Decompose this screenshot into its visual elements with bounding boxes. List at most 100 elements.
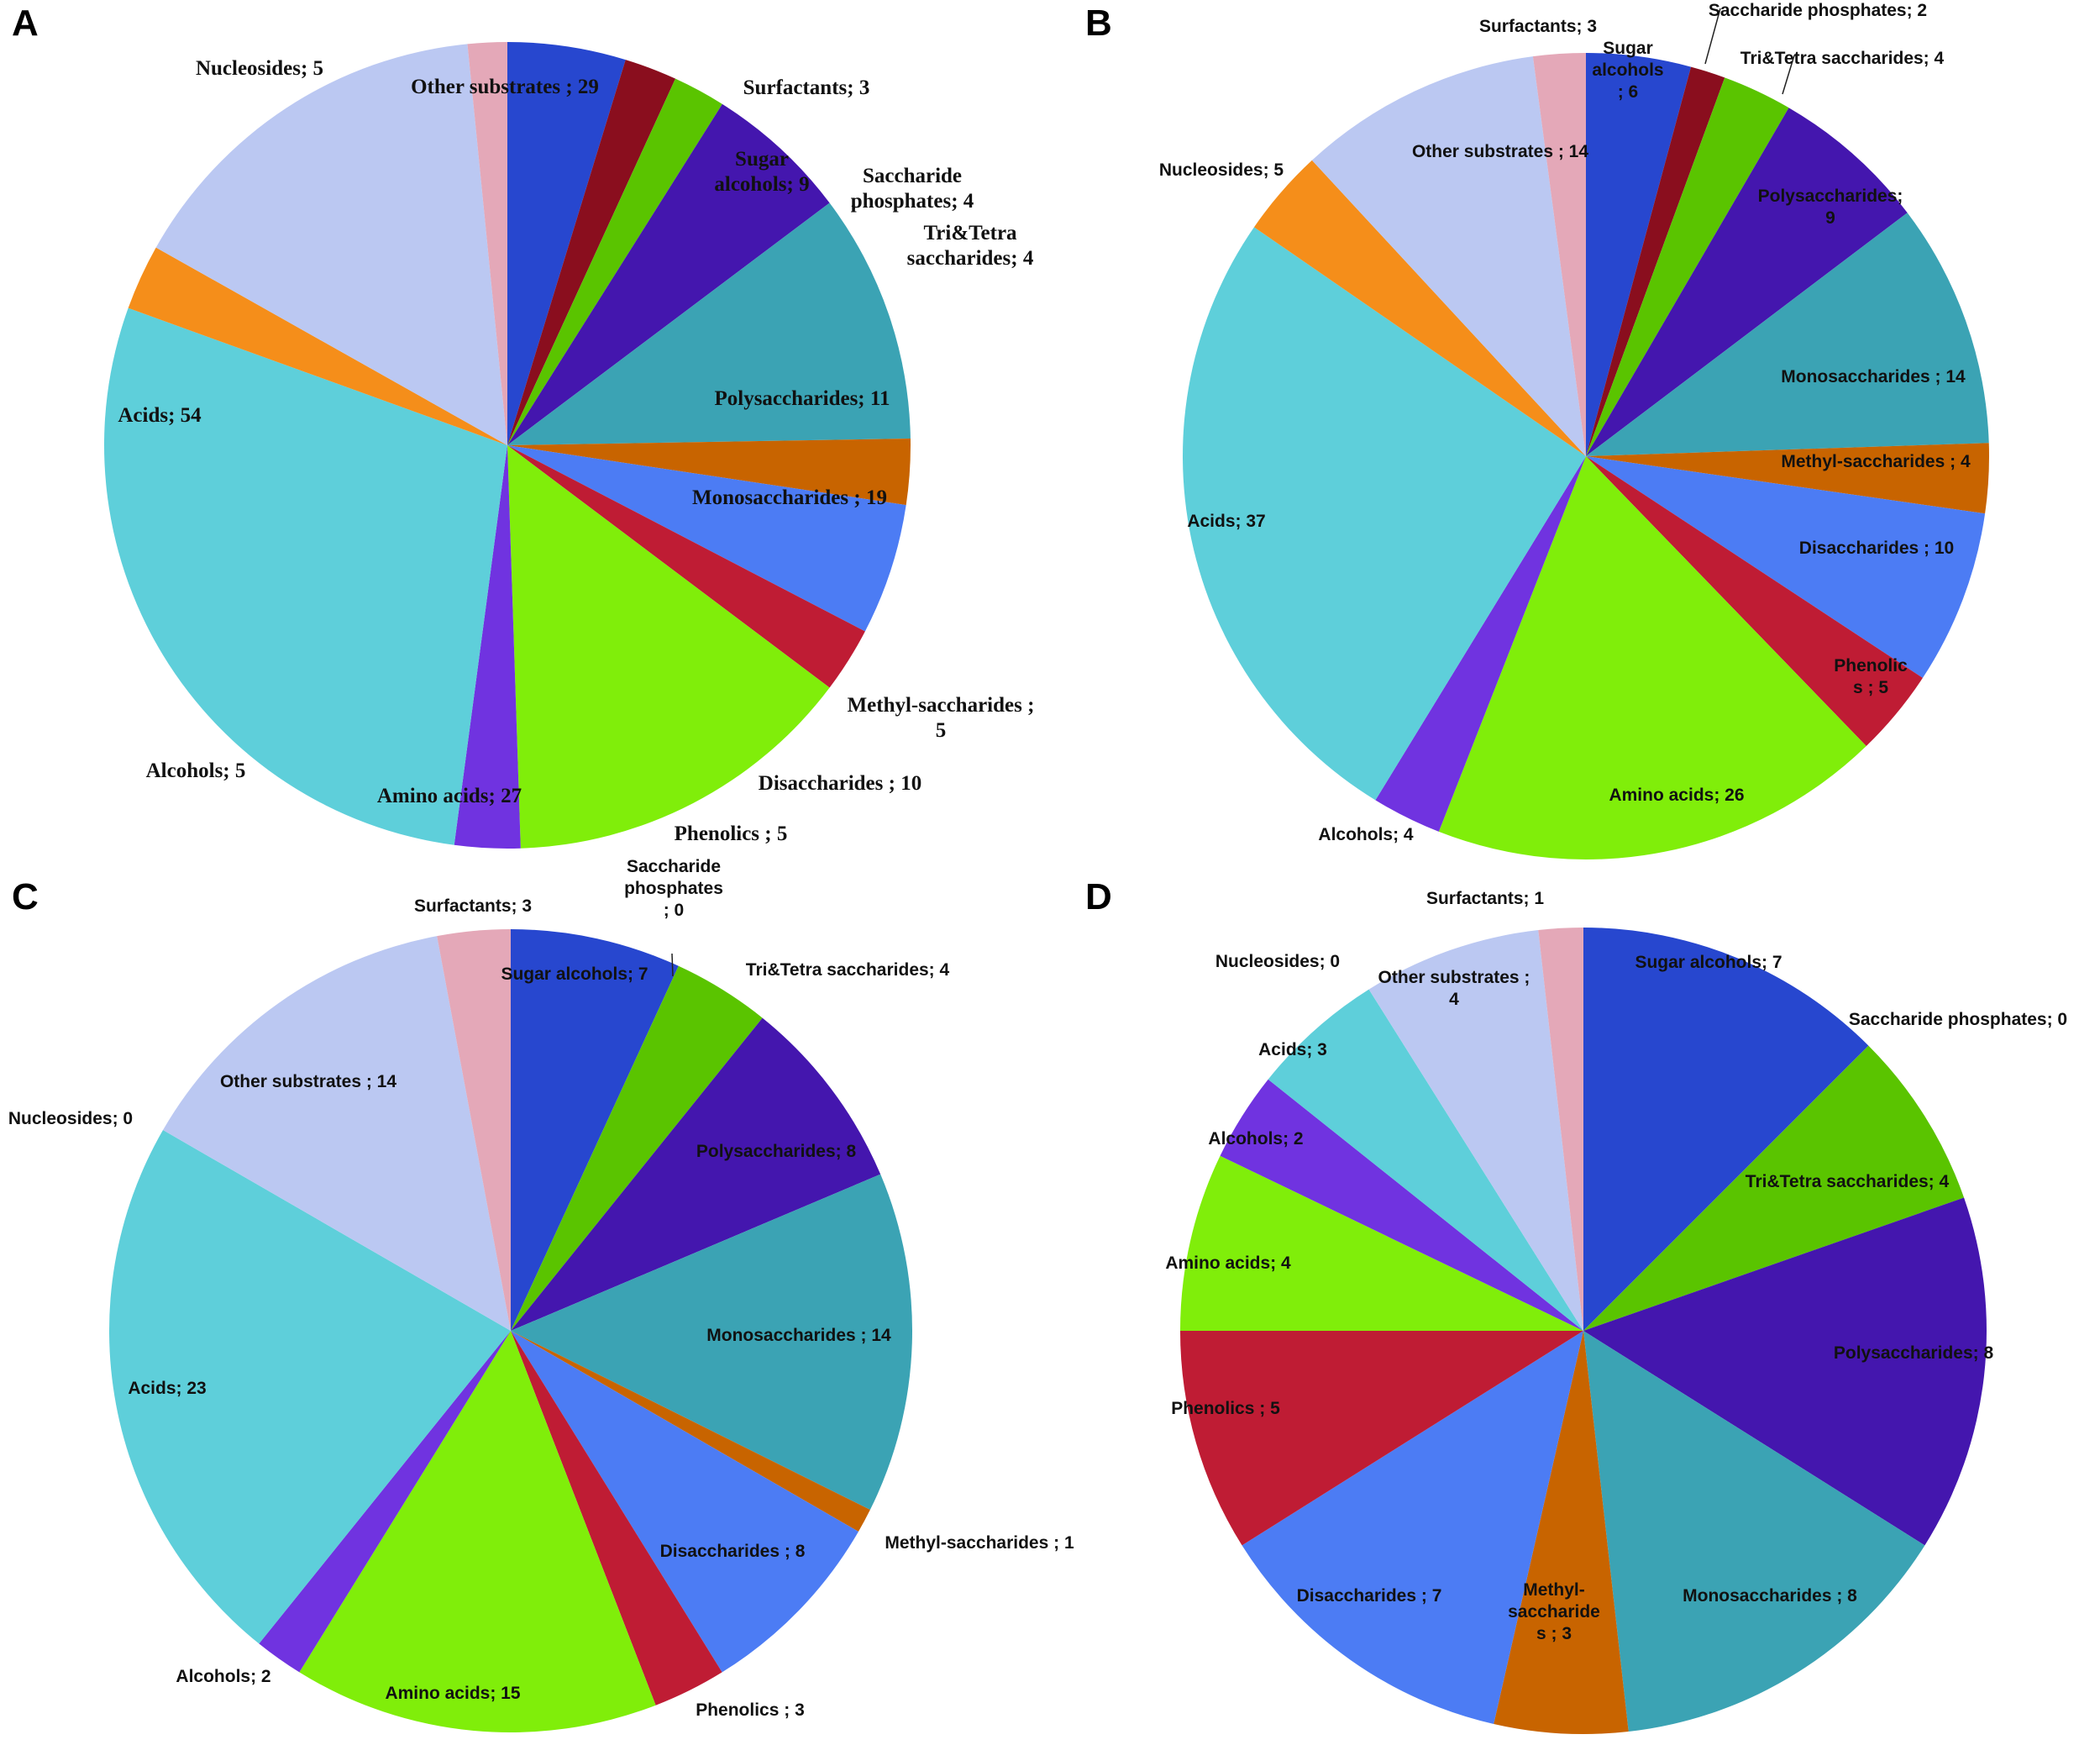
data-label-line: Other substrates ; 29	[411, 76, 599, 98]
pie-chart-a: Sugar alcohols; 9 Saccharide phosphates; 4 T…	[104, 42, 1034, 849]
data-label-line: Disaccharides ; 10	[1799, 539, 1954, 558]
panel-d: D Sugar alcohols; 7 Saccharide phosphates…	[1085, 876, 2067, 1735]
data-label-line: Amino acids; 4	[1165, 1254, 1291, 1273]
slice-phenolics	[1586, 456, 1923, 746]
data-label-methyl-saccharides: Methyl-saccharides ; 5	[848, 694, 1035, 742]
slice-saccharide-phosphates	[1586, 66, 1725, 456]
slice-disaccharides	[1242, 1331, 1583, 1724]
data-label-line: s ; 3	[1536, 1624, 1572, 1643]
slice-other-substrates	[1368, 930, 1583, 1331]
data-label-disaccharides: Disaccharides ; 10	[1799, 539, 1954, 558]
data-label-line: Methyl-saccharides ; 1	[885, 1533, 1074, 1553]
data-label-line: Monosaccharides ; 14	[1781, 367, 1966, 386]
data-label-other-substrates: Other substrates ; 4	[1378, 968, 1530, 1009]
data-label-sugar-alcohols: Sugar alcohols; 7	[1635, 953, 1782, 972]
slice-monosaccharides	[507, 202, 911, 446]
slice-methyl-saccharides	[511, 1331, 870, 1532]
panel-letter-d: D	[1085, 876, 1112, 917]
data-label-methyl-saccharides: Methyl-saccharide s ; 3	[1508, 1580, 1600, 1643]
data-label-polysaccharides: Polysaccharides; 9	[1758, 187, 1903, 228]
data-label-line: Sugar alcohols; 7	[501, 964, 648, 984]
leader-line	[1704, 8, 1721, 65]
data-label-surfactants: Surfactants; 1	[1426, 889, 1544, 908]
data-label-line: Alcohols; 2	[1208, 1129, 1303, 1148]
data-label-line: Surfactants; 3	[414, 896, 532, 916]
data-label-line: phosphates; 4	[851, 190, 974, 213]
slice-surfactants	[437, 929, 511, 1331]
data-label-surfactants: Surfactants; 3	[1479, 17, 1597, 36]
slice-sugar-alcohols	[1583, 928, 1869, 1331]
data-label-line: Nucleosides; 0	[8, 1109, 133, 1128]
slice-amino-acids	[299, 1331, 656, 1732]
slice-polysaccharides	[1583, 1197, 1987, 1546]
data-label-amino-acids: Amino acids; 27	[377, 785, 522, 807]
slice-disaccharides	[1586, 456, 1986, 678]
data-label-amino-acids: Amino acids; 4	[1165, 1254, 1291, 1273]
data-label-line: Disaccharides ; 7	[1297, 1586, 1442, 1606]
data-label-line: Monosaccharides ; 19	[692, 486, 887, 509]
data-label-line: Other substrates ;	[1378, 968, 1530, 987]
data-label-line: Nucleosides; 5	[196, 57, 323, 80]
data-label-line: Polysaccharides; 8	[1834, 1343, 1994, 1363]
data-label-line: Surfactants; 3	[743, 76, 870, 99]
slice-other-substrates	[155, 44, 507, 446]
data-label-line: s ; 5	[1853, 678, 1888, 697]
leader-line	[671, 953, 674, 977]
panel-letter-a: A	[12, 3, 39, 44]
slice-disaccharides	[507, 445, 906, 632]
data-label-line: Acids; 37	[1187, 512, 1265, 531]
slice-tri-tetra-saccharides	[507, 78, 722, 446]
data-label-phenolics: Phenolics ; 3	[696, 1700, 805, 1720]
data-label-phenolics: Phenolics ; 5	[675, 823, 788, 845]
slice-acids	[1183, 227, 1586, 801]
slice-phenolics	[511, 1331, 722, 1706]
slice-tri-tetra-saccharides	[511, 965, 763, 1331]
data-label-line: 9	[1825, 208, 1835, 228]
slice-alcohols	[1375, 456, 1586, 832]
data-label-acids: Acids; 3	[1258, 1040, 1327, 1059]
data-label-tri-tetra-saccharides: Tri&Tetra saccharides; 4	[746, 960, 950, 980]
slice-tri-tetra-saccharides	[1583, 1045, 1965, 1331]
data-label-line: Saccharide	[627, 857, 721, 876]
slice-other-substrates	[163, 936, 512, 1331]
data-label-sugar-alcohols: Sugar alcohols; 7	[501, 964, 648, 984]
data-label-line: ; 0	[664, 901, 685, 920]
data-label-methyl-saccharides: Methyl-saccharides ; 1	[885, 1533, 1074, 1553]
data-label-line: Alcohols; 4	[1318, 825, 1414, 844]
data-label-line: Nucleosides; 0	[1215, 952, 1340, 971]
slice-alcohols	[259, 1331, 511, 1673]
data-label-line: Saccharide phosphates; 2	[1709, 1, 1927, 20]
data-label-tri-tetra-saccharides: Tri&Tetra saccharides; 4	[1746, 1172, 1950, 1191]
data-label-line: Acids; 54	[118, 404, 202, 427]
data-label-disaccharides: Disaccharides ; 10	[759, 772, 921, 795]
data-label-line: Disaccharides ; 10	[759, 772, 921, 795]
pie-chart-b: Sugar alcohols; 6 Saccharide phosphates; 2…	[1159, 1, 1989, 859]
slice-alcohols	[454, 445, 521, 849]
data-label-line: ; 6	[1618, 82, 1639, 102]
slice-alcohols	[1220, 1079, 1583, 1331]
data-label-monosaccharides: Monosaccharides ; 19	[692, 486, 887, 509]
data-label-alcohols: Alcohols; 2	[176, 1667, 270, 1686]
data-label-tri-tetra-saccharides: Tri&Tetra saccharides; 4	[1740, 49, 1945, 68]
data-label-alcohols: Alcohols; 2	[1208, 1129, 1303, 1148]
data-label-alcohols: Alcohols; 5	[146, 759, 246, 782]
data-label-polysaccharides: Polysaccharides; 11	[714, 387, 890, 410]
slice-phenolics	[1180, 1331, 1583, 1546]
data-label-line: Amino acids; 15	[385, 1684, 520, 1703]
data-label-line: Saccharide	[863, 165, 962, 187]
data-label-sugar-alcohols: Sugar alcohols; 6	[1592, 39, 1663, 102]
data-label-monosaccharides: Monosaccharides ; 14	[706, 1326, 891, 1345]
data-label-line: Tri&Tetra	[923, 222, 1017, 244]
slice-methyl-saccharides	[507, 439, 911, 506]
data-label-nucleosides: Nucleosides; 5	[196, 57, 323, 80]
data-label-nucleosides: Nucleosides; 0	[1215, 952, 1340, 971]
data-label-monosaccharides: Monosaccharides ; 8	[1683, 1586, 1857, 1606]
data-label-amino-acids: Amino acids; 15	[385, 1684, 520, 1703]
data-label-line: Saccharide phosphates; 0	[1849, 1010, 2067, 1029]
data-label-polysaccharides: Polysaccharides; 8	[1834, 1343, 1994, 1363]
data-label-line: Sugar	[1603, 39, 1653, 58]
data-label-line: Tri&Tetra saccharides; 4	[1746, 1172, 1950, 1191]
data-label-line: Phenolic	[1834, 656, 1908, 675]
slice-sugar-alcohols	[511, 929, 679, 1331]
slice-other-substrates	[1311, 56, 1586, 456]
